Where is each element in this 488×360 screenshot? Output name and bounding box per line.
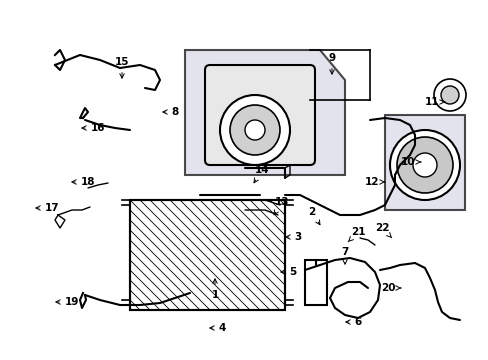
Text: 16: 16 <box>81 123 105 133</box>
Bar <box>130 200 285 310</box>
Text: 2: 2 <box>308 207 319 225</box>
Text: 5: 5 <box>280 267 296 277</box>
Circle shape <box>412 153 436 177</box>
Text: 12: 12 <box>364 177 384 187</box>
FancyBboxPatch shape <box>204 65 314 165</box>
Polygon shape <box>184 50 345 175</box>
Bar <box>305 260 326 305</box>
Polygon shape <box>384 115 464 210</box>
Text: 7: 7 <box>341 247 348 264</box>
Circle shape <box>396 137 452 193</box>
Text: 20: 20 <box>380 283 400 293</box>
Text: 14: 14 <box>254 165 269 183</box>
Text: 10: 10 <box>400 157 420 167</box>
Circle shape <box>389 130 459 200</box>
Text: 4: 4 <box>209 323 225 333</box>
Text: 21: 21 <box>347 227 365 242</box>
Circle shape <box>244 120 264 140</box>
Text: 13: 13 <box>273 197 289 215</box>
Text: 9: 9 <box>328 53 335 74</box>
Text: 6: 6 <box>345 317 361 327</box>
Text: 22: 22 <box>374 223 391 238</box>
Text: 1: 1 <box>211 279 218 300</box>
Text: 8: 8 <box>163 107 178 117</box>
Circle shape <box>229 105 280 155</box>
Circle shape <box>440 86 458 104</box>
Circle shape <box>220 95 289 165</box>
Text: 15: 15 <box>115 57 129 78</box>
Bar <box>130 200 285 310</box>
Text: 11: 11 <box>424 97 444 107</box>
Circle shape <box>433 79 465 111</box>
Text: 3: 3 <box>285 232 301 242</box>
Text: 18: 18 <box>72 177 95 187</box>
Text: 17: 17 <box>36 203 59 213</box>
Text: 19: 19 <box>56 297 79 307</box>
